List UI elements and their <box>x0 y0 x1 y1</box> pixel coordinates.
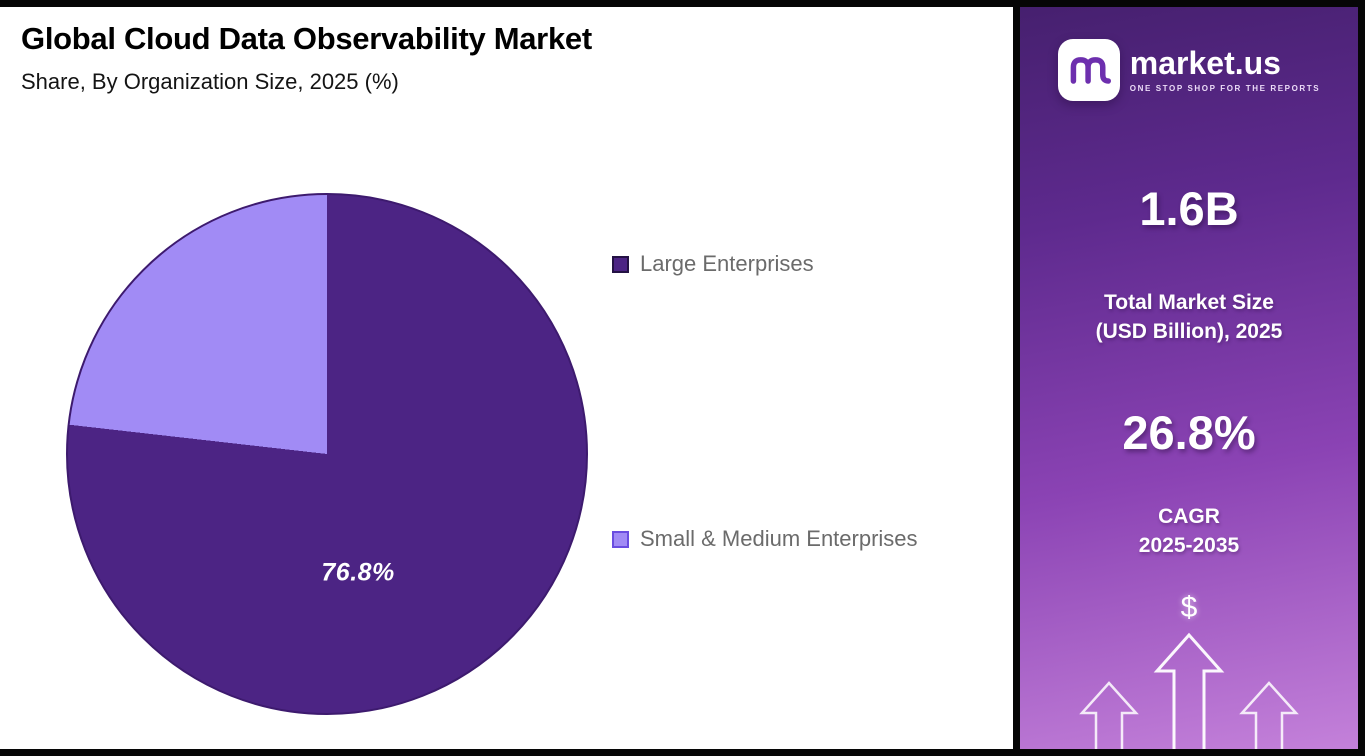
legend-swatch-small-medium-enterprises <box>612 530 629 548</box>
growth-arrows-graphic: $ <box>1020 591 1358 749</box>
brand: market.us ONE STOP SHOP FOR THE REPORTS <box>1057 39 1321 101</box>
brand-name: market.us <box>1129 44 1281 81</box>
market-size-value: 1.6B <box>1139 182 1239 235</box>
legend-item-large-enterprises: Large Enterprises <box>612 251 918 277</box>
pie-chart: 76.8% <box>66 193 588 715</box>
cagr-label-line2: 2025-2035 <box>1138 534 1240 558</box>
marketus-logo-icon <box>1057 39 1120 101</box>
cagr-label: CAGR 2025-2035 <box>1139 502 1239 561</box>
cagr-label-line1: CAGR <box>1158 504 1220 528</box>
chart-area: Global Cloud Data Observability Market S… <box>0 7 1013 749</box>
market-size-label-line1: Total Market Size <box>1103 291 1274 314</box>
brand-text: market.us ONE STOP SHOP FOR THE REPORTS <box>1129 44 1321 94</box>
sidebar: market.us ONE STOP SHOP FOR THE REPORTS … <box>1013 7 1358 749</box>
marketus-logo-glyph <box>1070 57 1111 84</box>
pie-slice-label: 76.8% <box>321 558 395 587</box>
dollar-icon: $ <box>1180 591 1198 624</box>
legend-label-large-enterprises: Large Enterprises <box>640 251 814 276</box>
chart-title: Global Cloud Data Observability Market <box>21 21 592 56</box>
legend: Large Enterprises Small & Medium Enterpr… <box>612 251 918 552</box>
cagr-value: 26.8% <box>1122 405 1256 459</box>
legend-item-small-medium-enterprises: Small & Medium Enterprises <box>612 526 918 552</box>
chart-subtitle: Share, By Organization Size, 2025 (%) <box>21 69 399 94</box>
legend-swatch-large-enterprises <box>612 255 629 273</box>
market-size-label: Total Market Size (USD Billion), 2025 <box>1096 288 1283 347</box>
up-arrows-icon <box>1079 632 1299 749</box>
brand-tagline: ONE STOP SHOP FOR THE REPORTS <box>1129 84 1321 94</box>
legend-label-small-medium-enterprises: Small & Medium Enterprises <box>640 526 918 551</box>
market-size-label-line2: (USD Billion), 2025 <box>1095 320 1283 344</box>
